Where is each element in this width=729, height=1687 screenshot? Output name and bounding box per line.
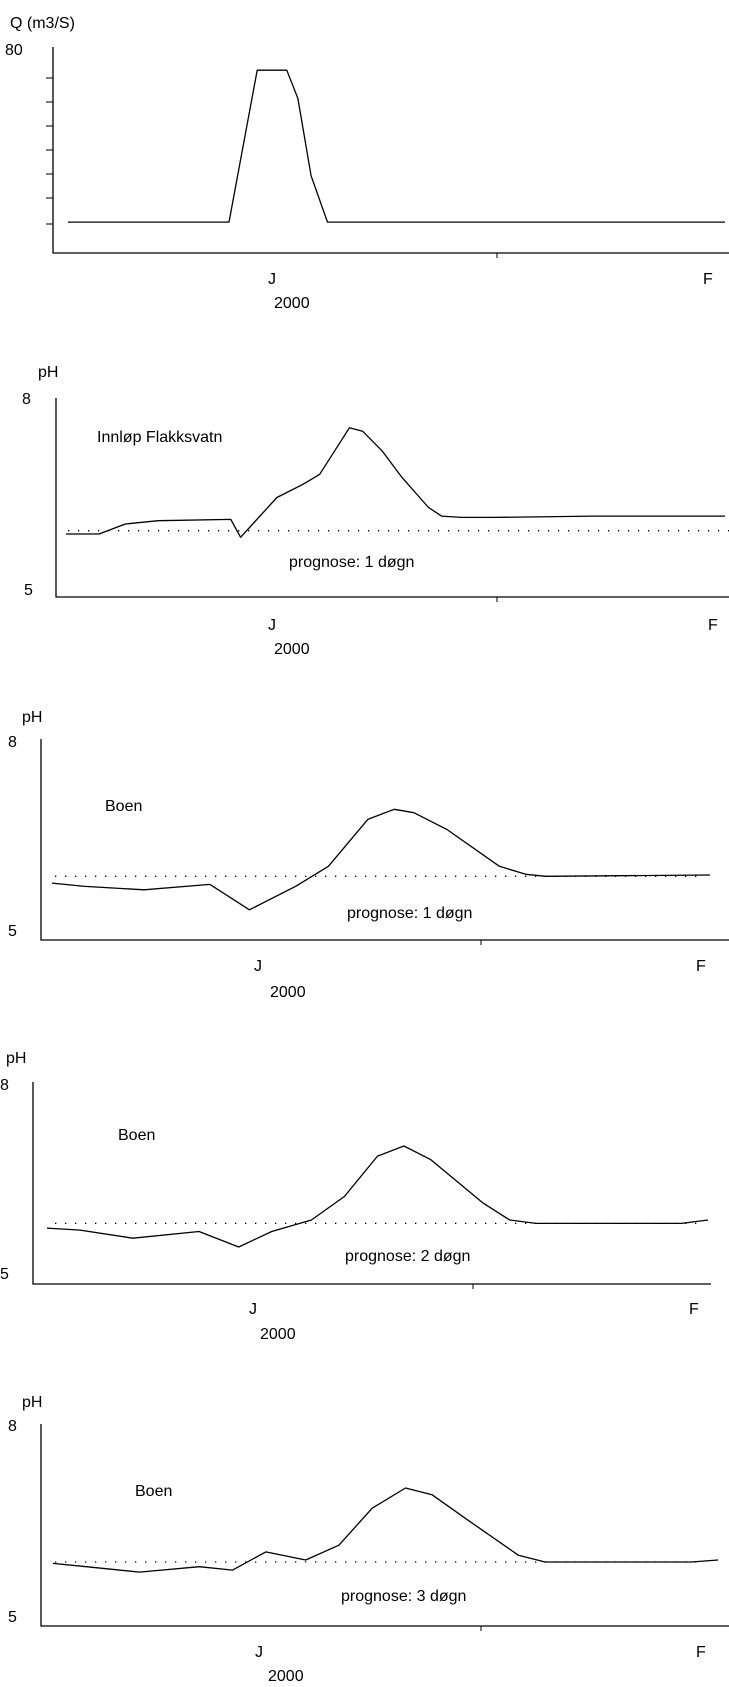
ph2-year-label: 2000 [270,984,306,1001]
ph-chart-boen-3: pH 8 5 Boen prognose: 3 døgn J F 2000 [8,1394,729,1685]
ph2-forecast-label: prognose: 1 døgn [347,905,472,922]
ph4-y-tick-label-5: 5 [8,1609,17,1626]
discharge-x-tick-label-f: F [703,271,713,288]
discharge-axes [52,47,729,254]
ph3-forecast-label: prognose: 2 døgn [345,1248,470,1265]
ph4-axes [40,1424,729,1627]
ph-chart-boen-2: pH 8 5 Boen prognose: 2 døgn J F 2000 [0,1050,711,1343]
ph3-x-tick-label-f: F [689,1301,699,1318]
ph4-year-label: 2000 [268,1668,304,1685]
ph1-location-label: Innløp Flakksvatn [97,429,222,446]
ph1-y-tick-label-5: 5 [24,582,33,599]
ph-chart-innlop-flakksvatn: pH 8 5 Innløp Flakksvatn prognose: 1 døg… [22,364,729,658]
ph1-x-tick-label-j: J [268,617,276,634]
ph2-y-tick-label-8: 8 [8,734,17,751]
ph3-year-label: 2000 [260,1326,296,1343]
ph4-x-tick-label-j: J [255,1644,263,1661]
ph2-y-axis-title: pH [22,709,42,726]
ph1-year-label: 2000 [274,641,310,658]
ph3-y-axis-title: pH [6,1050,26,1067]
ph3-y-tick-label-5: 5 [0,1266,9,1283]
ph2-x-tick-label-f: F [696,958,706,975]
ph1-axes [55,398,729,598]
discharge-year-label: 2000 [274,295,310,312]
ph2-y-tick-label-5: 5 [8,923,17,940]
discharge-chart: Q (m3/S) 80 J F 2000 [5,15,729,312]
discharge-y-axis-title: Q (m3/S) [10,15,75,32]
ph3-x-tick-label-j: J [249,1301,257,1318]
discharge-series-line [68,69,725,223]
ph3-series-line [46,1145,709,1248]
ph4-y-axis-title: pH [22,1394,42,1411]
ph1-series-line [66,427,725,538]
ph2-location-label: Boen [105,798,142,815]
ph3-y-tick-label-8: 8 [0,1077,9,1094]
ph2-axes [40,739,729,941]
ph4-y-tick-label-8: 8 [8,1418,17,1435]
discharge-y-ticks [46,77,53,225]
ph4-series-line [52,1487,719,1573]
ph1-y-tick-label-8: 8 [22,391,31,408]
ph4-forecast-label: prognose: 3 døgn [341,1588,466,1605]
ph2-x-tick-label-j: J [254,958,262,975]
discharge-y-tick-label-80: 80 [5,42,23,59]
ph1-y-axis-title: pH [38,364,58,381]
discharge-x-tick-label-j: J [268,271,276,288]
ph4-x-tick-label-f: F [696,1644,706,1661]
ph2-series-line [51,808,711,911]
ph-chart-boen-1: pH 8 5 Boen prognose: 1 døgn J F 2000 [8,709,729,1001]
ph1-forecast-label: prognose: 1 døgn [289,554,414,571]
ph4-location-label: Boen [135,1483,172,1500]
ph3-axes [32,1082,711,1285]
ph3-location-label: Boen [118,1127,155,1144]
ph1-x-tick-label-f: F [708,617,718,634]
